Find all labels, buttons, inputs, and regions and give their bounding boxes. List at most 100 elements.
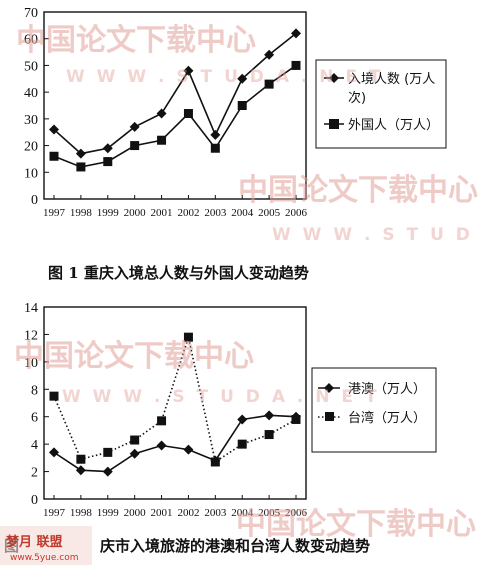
watermark-url-2: W W W . S T U D A . N E T bbox=[272, 225, 482, 245]
c2-series-0-point bbox=[156, 440, 167, 451]
chart-1-legend-box bbox=[315, 59, 447, 149]
c2-series-1-point bbox=[237, 439, 247, 449]
c1-ytick-label: 10 bbox=[24, 166, 38, 181]
c2-series-1-point bbox=[291, 414, 301, 424]
c1-series-1-point bbox=[49, 151, 59, 161]
c1-series-1-line bbox=[53, 64, 297, 168]
c2-series-1-point bbox=[264, 430, 274, 440]
c1-xtick-label: 2005 bbox=[258, 207, 281, 219]
c1-series-1-point bbox=[264, 79, 274, 89]
chart-1-plot-frame bbox=[43, 11, 307, 200]
chart-2-legend-label-2: 台湾（万人） bbox=[348, 410, 426, 426]
chart-2-legend-box bbox=[311, 367, 437, 453]
c2-series-1-point bbox=[157, 416, 167, 426]
c2-ytick-label: 4 bbox=[31, 438, 38, 453]
c2-xtick-label: 2003 bbox=[204, 507, 227, 519]
c1-series-1-point bbox=[183, 109, 193, 119]
chart-2-legend-label-1: 港澳（万人） bbox=[348, 381, 426, 397]
c1-xtick-label: 2006 bbox=[285, 207, 308, 219]
c1-ytick-label: 30 bbox=[24, 113, 38, 128]
chart-2-legend-marker-diamond bbox=[324, 383, 334, 393]
c1-series-1-point bbox=[157, 135, 167, 145]
c2-ytick-label: 12 bbox=[24, 328, 38, 343]
c1-ytick-label: 20 bbox=[24, 140, 38, 155]
c2-ytick-label: 10 bbox=[24, 356, 38, 371]
c2-xtick-label: 2000 bbox=[124, 507, 147, 519]
c2-xtick-label: 2006 bbox=[285, 507, 308, 519]
c1-ytick-label: 40 bbox=[24, 86, 38, 101]
c2-xtick-label: 2001 bbox=[151, 507, 173, 519]
chart-2-caption: 庆市入境旅游的港澳和台湾人数变动趋势 bbox=[100, 537, 370, 555]
c1-ytick-label: 70 bbox=[24, 6, 38, 21]
c2-ytick-label: 14 bbox=[24, 301, 38, 316]
c2-series-1-point bbox=[130, 435, 140, 445]
c2-xtick-label: 1998 bbox=[70, 507, 93, 519]
c2-series-1-point bbox=[210, 457, 220, 467]
c1-xtick-label: 1999 bbox=[97, 207, 120, 219]
chart-1-legend-marker-square bbox=[329, 119, 339, 129]
chart-1: 0 10 20 30 40 50 60 70 1997 1998 1999 2000 2001 2002… bbox=[24, 6, 447, 282]
c1-xtick-label: 2003 bbox=[204, 207, 227, 219]
c1-series-0-line bbox=[53, 32, 297, 155]
watermark-cn-2: 中国论文下载中心 bbox=[238, 173, 478, 208]
watermark-url-3: W W W . S T U D A . N E T bbox=[62, 387, 380, 407]
c1-series-1-point bbox=[76, 162, 86, 172]
c1-series-1-point bbox=[130, 141, 140, 151]
c2-series-0-point bbox=[264, 410, 275, 421]
c1-series-0-point bbox=[264, 49, 275, 60]
site-logo-url: www.5yue.com bbox=[10, 553, 79, 563]
c1-series-1-point bbox=[237, 101, 247, 110]
site-logo-text: 梦月 联盟 bbox=[6, 534, 63, 550]
watermark-cn-3: 中国论文下载中心 bbox=[14, 339, 254, 374]
c1-xtick-label: 1997 bbox=[43, 207, 66, 219]
c2-series-0-point bbox=[237, 414, 248, 425]
c2-ytick-label: 2 bbox=[31, 466, 38, 481]
chart-1-legend: 入境人数 (万人 次) 外国人（万人） bbox=[315, 59, 447, 149]
c1-xtick-label: 1998 bbox=[70, 207, 93, 219]
c1-series-0-point bbox=[291, 28, 301, 39]
c1-series-1-point bbox=[291, 60, 301, 70]
chart-2-plot-frame bbox=[43, 306, 307, 500]
chart-2: 0 2 4 6 8 10 12 14 1997 1998 1999 2000 2001 2002 2003… bbox=[4, 301, 437, 555]
chart-1-legend-label-1b: 次) bbox=[348, 90, 366, 106]
c2-xtick-label: 2002 bbox=[177, 507, 199, 519]
chart-1-caption: 图 1 重庆入境总人数与外国人变动趋势 bbox=[48, 264, 309, 282]
watermark-cn-1: 中国论文下载中心 bbox=[16, 23, 256, 58]
watermarks: 中国论文下载中心 W W W . S T U D A . N E T 中国论文下… bbox=[0, 23, 482, 565]
c1-series-0-point bbox=[49, 124, 59, 135]
chart-2-legend-marker-square bbox=[325, 412, 334, 421]
c1-series-0-point bbox=[129, 121, 140, 132]
c2-series-1-point bbox=[76, 454, 86, 464]
c1-series-0-point bbox=[102, 143, 113, 154]
c1-series-0-point bbox=[237, 73, 248, 84]
chart-1-legend-label-2: 外国人（万人） bbox=[348, 118, 439, 133]
chart-1-legend-marker-diamond bbox=[329, 73, 339, 83]
c2-series-1-point bbox=[103, 447, 113, 457]
chart-1-legend-label-1a: 入境人数 (万人 bbox=[348, 72, 435, 87]
c1-series-1-point bbox=[103, 157, 113, 167]
c2-xtick-label: 2005 bbox=[258, 507, 281, 519]
c1-ytick-label: 50 bbox=[24, 59, 38, 74]
c1-xtick-label: 2001 bbox=[151, 207, 173, 219]
c2-series-0-point bbox=[183, 444, 194, 455]
c1-xtick-label: 2002 bbox=[177, 207, 199, 219]
c1-series-1-point bbox=[210, 143, 220, 153]
c2-series-0-point bbox=[102, 466, 113, 477]
c2-xtick-label: 1997 bbox=[43, 507, 66, 519]
c2-series-0-point bbox=[49, 447, 59, 458]
c1-xtick-label: 2004 bbox=[231, 207, 254, 219]
site-logo-backdrop bbox=[0, 526, 92, 565]
chart-2-legend: 港澳（万人） 台湾（万人） bbox=[311, 367, 437, 453]
c2-ytick-label: 8 bbox=[31, 383, 38, 398]
c2-ytick-label: 0 bbox=[31, 493, 38, 508]
c2-series-0-point bbox=[75, 465, 86, 476]
c2-xtick-label: 1999 bbox=[97, 507, 120, 519]
watermark-cn-4: 中国论文下载中心 bbox=[236, 507, 476, 542]
c1-ytick-label: 60 bbox=[24, 33, 38, 48]
c1-series-0-point bbox=[156, 108, 167, 119]
c2-series-1-point bbox=[49, 391, 59, 401]
c1-series-0-point bbox=[183, 65, 194, 76]
c2-series-0-line bbox=[53, 414, 297, 473]
c2-xtick-label: 2004 bbox=[231, 507, 254, 519]
